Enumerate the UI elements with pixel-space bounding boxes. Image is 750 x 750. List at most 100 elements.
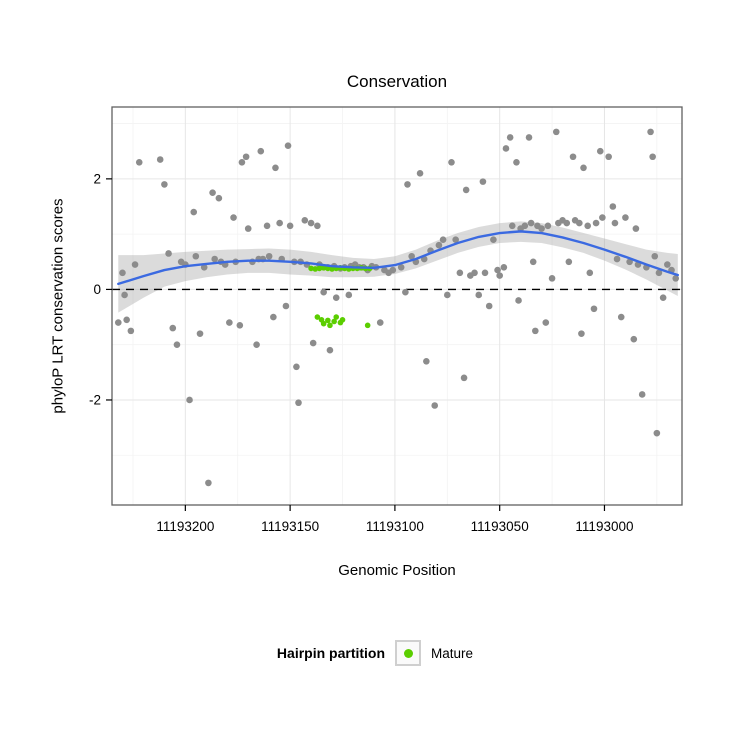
score-point [462,186,470,194]
score-point [345,291,353,299]
score-point [672,275,680,282]
score-point [552,128,560,136]
score-point [630,335,638,343]
x-axis-title: Genomic Position [338,562,456,579]
smooth-line [117,230,680,286]
score-point [114,319,122,326]
score-point [506,134,514,141]
mature-point [329,266,335,272]
score-point [475,291,483,299]
score-point [649,153,656,161]
score-point [500,264,508,271]
score-point [622,214,629,221]
score-point [295,399,302,407]
score-point [326,346,334,354]
score-point [481,269,489,277]
score-point [563,219,571,227]
score-point [584,222,591,230]
x-tick-label: 11193000 [575,519,633,534]
legend-title: Hairpin partition [276,645,386,661]
x-tick-label: 11193050 [471,519,529,534]
legend-item-label: Mature [431,645,474,661]
score-point [576,219,583,227]
score-point [659,294,667,302]
score-point [664,261,671,268]
score-point [165,250,172,257]
scatter-plot-panel: 11193200 11193150 11193100 11193050 11193000… [89,106,683,534]
score-point [226,319,233,326]
score-point [638,391,646,398]
score-point [244,225,252,232]
score-point [263,222,271,230]
score-point [647,128,654,136]
score-point [196,330,204,337]
score-point [119,269,126,277]
score-point [121,291,128,299]
score-point [609,203,617,210]
x-tick-label: 11193150 [261,519,319,534]
score-point [435,241,443,249]
score-point [611,219,619,227]
score-point [135,158,143,166]
score-point [320,288,327,296]
score-point [527,219,535,227]
mature-point [364,322,371,329]
score-point [538,225,545,232]
score-point [238,158,246,166]
score-point [173,341,181,348]
y-tick-label: -2 [89,392,101,407]
score-point [161,181,168,188]
score-point [272,164,279,172]
score-point [307,219,315,227]
mature-point-icon [403,648,413,658]
score-point [293,363,300,371]
score-point [230,214,237,221]
score-point [215,194,223,202]
y-tick-label: 2 [93,171,101,186]
score-point [448,158,455,166]
mature-point [327,322,333,329]
score-point [590,305,598,313]
score-point [599,214,606,221]
mature-point [308,265,314,272]
score-point [548,275,556,282]
score-point [529,258,537,266]
score-point [502,145,510,152]
score-point [301,217,309,224]
score-point [397,264,405,271]
score-point [655,269,663,277]
score-point [127,327,135,335]
chart-title: Conservation [346,72,448,91]
score-point [309,339,317,347]
score-point [431,402,439,409]
score-point [586,269,594,277]
score-point [613,255,621,263]
legend: Hairpin partition Mature [0,640,750,666]
mature-point [339,317,346,323]
score-point [389,266,397,274]
score-point [569,153,577,161]
score-point [521,222,529,230]
panel-background [112,107,682,505]
score-point [452,236,459,243]
score-point [423,357,430,365]
mature-point [325,317,331,324]
mature-point [331,318,337,325]
score-point [580,164,587,172]
score-point [496,272,503,279]
score-point [542,319,550,326]
score-point [578,330,585,337]
score-point [190,208,198,216]
score-point [211,255,218,263]
score-point [632,225,640,232]
score-point [490,236,497,243]
mature-point [312,266,319,272]
score-point [416,170,424,177]
score-point [332,294,340,302]
score-point [270,313,277,321]
score-point [265,252,273,260]
score-point [513,158,520,166]
score-point [439,236,447,243]
score-point [485,302,493,310]
